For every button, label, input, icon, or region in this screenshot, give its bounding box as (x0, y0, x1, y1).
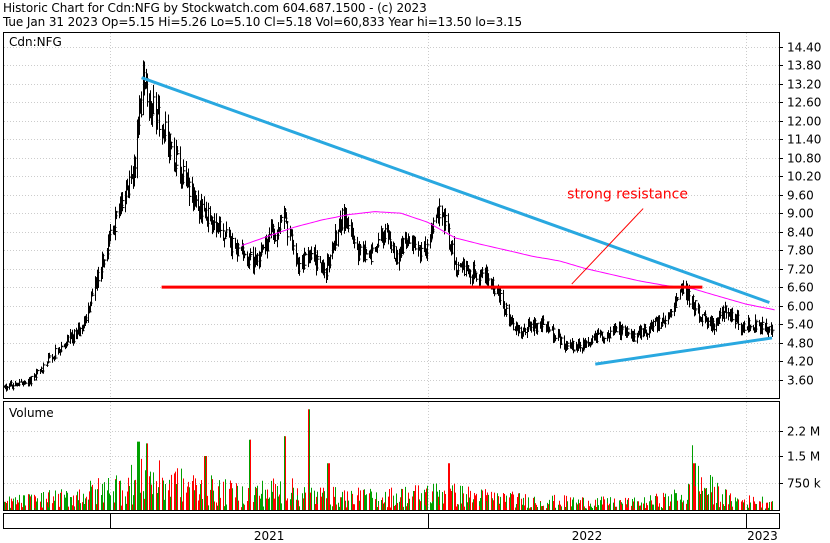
volume-tick-label: 2.2 M (787, 425, 820, 439)
resistance-annotation: strong resistance (567, 187, 688, 203)
price-tick-label: 9.60 (787, 189, 814, 203)
price-panel-frame (3, 32, 780, 399)
price-tick-label: 3.60 (787, 374, 814, 388)
price-tick-label: 11.40 (787, 133, 821, 147)
price-tick-label: 7.80 (787, 244, 814, 258)
price-tick-label: 7.20 (787, 263, 814, 277)
ascending-trendline (595, 336, 773, 366)
x-axis-frame (3, 513, 780, 529)
price-tick-label: 13.20 (787, 78, 821, 92)
price-tick-label: 5.40 (787, 318, 814, 332)
volume-grid (4, 431, 779, 484)
price-tick-label: 10.20 (787, 170, 821, 184)
price-tick-label: 4.80 (787, 337, 814, 351)
price-tick-label: 8.40 (787, 226, 814, 240)
price-tick-label: 12.60 (787, 96, 821, 110)
price-tick-label: 9.00 (787, 207, 814, 221)
price-tick-label: 13.80 (787, 59, 821, 73)
price-tick-label: 6.00 (787, 300, 814, 314)
chart-header-title: Historic Chart for Cdn:NFG by Stockwatch… (3, 1, 427, 15)
volume-bars (4, 409, 773, 510)
price-tick-label: 12.00 (787, 115, 821, 129)
price-axis-ticks: 14.40 13.80 13.20 12.60 12.00 11.40 10.80 10.20… (779, 41, 821, 388)
x-axis-label: 2022 (572, 529, 603, 543)
x-axis-label: 2021 (254, 529, 285, 543)
symbol-label: Cdn:NFG (9, 35, 62, 49)
price-tick-label: 6.60 (787, 281, 814, 295)
volume-panel-title: Volume (9, 406, 54, 420)
volume-axis-ticks: 2.2 M 1.5 M 750 k (779, 425, 821, 491)
volume-tick-label: 750 k (787, 477, 821, 491)
resistance-pointer-line (571, 208, 644, 285)
descending-trendline (141, 76, 770, 304)
price-tick-label: 14.40 (787, 41, 821, 55)
x-axis-labels: 2021 2022 2023 (254, 529, 778, 543)
chart-header-quote: Tue Jan 31 2023 Op=5.15 Hi=5.26 Lo=5.10 … (3, 15, 523, 29)
volume-tick-label: 1.5 M (787, 450, 820, 464)
price-tick-label: 4.20 (787, 355, 814, 369)
price-bars (4, 60, 775, 392)
price-tick-label: 10.80 (787, 152, 821, 166)
x-axis-label: 2023 (747, 529, 778, 543)
price-grid (4, 47, 779, 381)
year-separators (110, 33, 747, 528)
